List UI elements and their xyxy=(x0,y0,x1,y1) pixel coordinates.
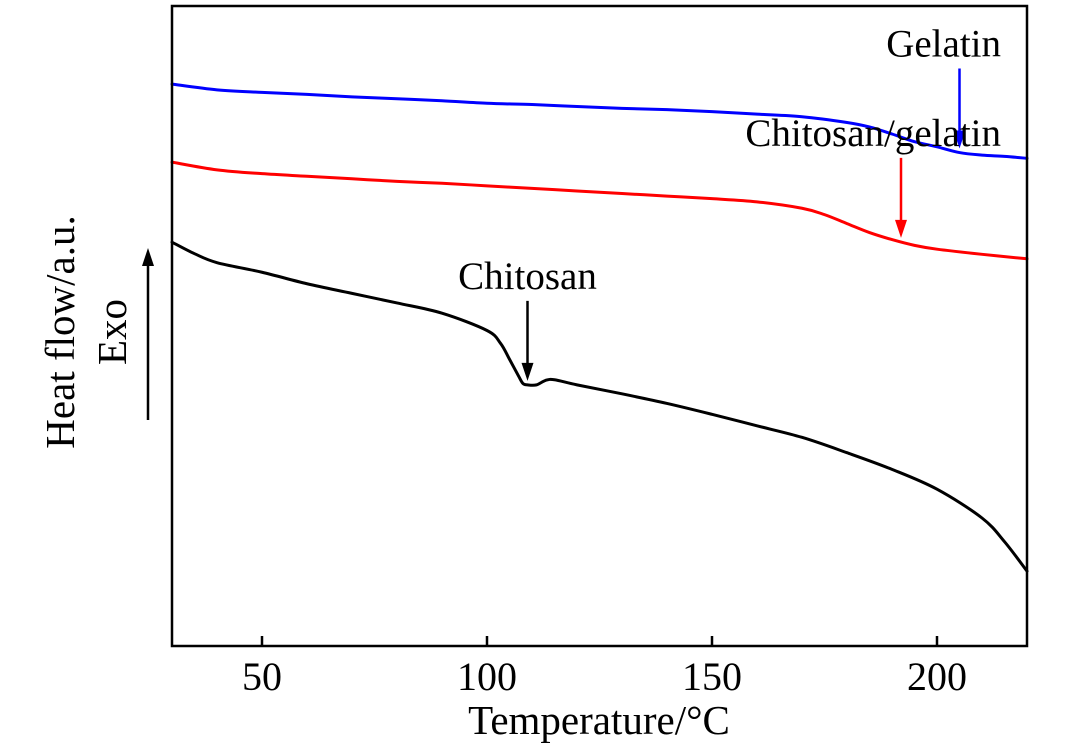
annotation-arrowhead-chitosan-gelatin xyxy=(895,219,907,238)
plot-frame xyxy=(170,4,1029,648)
annotation-label-chitosan: Chitosan xyxy=(458,255,597,298)
annotation-arrowhead-chitosan xyxy=(521,362,534,381)
annotation-arrowhead-gelatin xyxy=(953,130,966,149)
series-line-gelatin xyxy=(170,82,1029,160)
curve-annotations: Gelatin Chitosan/gelatin Chitosan xyxy=(458,23,1001,381)
x-tick-label-200: 200 xyxy=(907,654,967,699)
annotation-label-chitosan-gelatin: Chitosan/gelatin xyxy=(745,112,1001,155)
exo-arrow-head xyxy=(142,248,154,266)
x-axis-title: Temperature/°C xyxy=(468,697,730,743)
exo-label: Exo xyxy=(89,299,135,365)
x-tick-label-100: 100 xyxy=(457,654,517,699)
x-tick-label-50: 50 xyxy=(242,654,282,699)
y-axis-title: Heat flow/a.u. xyxy=(37,215,83,448)
series-line-chitosan-gelatin xyxy=(170,160,1029,261)
exo-arrow xyxy=(142,248,154,420)
x-tick-label-150: 150 xyxy=(682,654,742,699)
series-line-chitosan xyxy=(170,240,1029,573)
series-curves xyxy=(170,82,1029,573)
annotation-label-gelatin: Gelatin xyxy=(886,23,1001,66)
x-axis-ticks: 50 100 150 200 xyxy=(242,636,967,699)
